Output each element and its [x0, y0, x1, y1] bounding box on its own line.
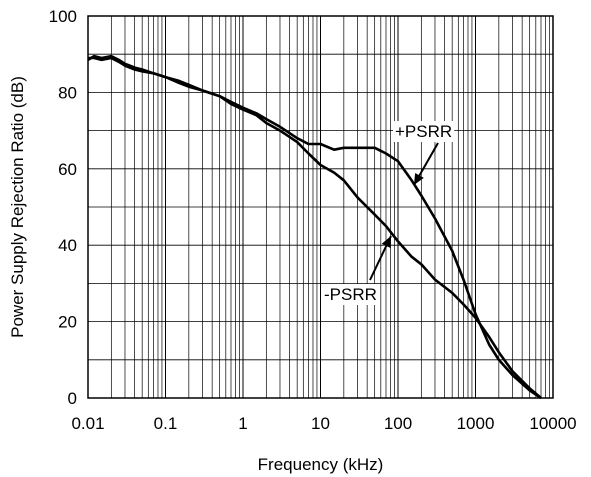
x-tick-label: 10000 [529, 414, 576, 433]
x-tick-label: 1 [238, 414, 247, 433]
y-tick-label: 60 [58, 160, 77, 179]
y-tick-label: 100 [49, 7, 77, 26]
annotation-label: -PSRR [324, 285, 377, 304]
y-tick-label: 0 [68, 389, 77, 408]
tick-labels: 0.01 0.1 1 10 100 1000 10000 0 20 40 60 80 100 [49, 7, 577, 433]
y-tick-label: 40 [58, 236, 77, 255]
x-axis-title: Frequency (kHz) [258, 455, 384, 474]
series-line-psrr [87, 54, 542, 400]
annotation-arrow-head [381, 236, 391, 249]
x-tick-label: 100 [384, 414, 412, 433]
x-tick-label: 1000 [457, 414, 495, 433]
plot-frame [87, 15, 554, 399]
x-tick-label: 0.1 [154, 414, 178, 433]
x-tick-label: 10 [311, 414, 330, 433]
y-axis-title: Power Supply Rejection Ratio (dB) [8, 76, 27, 338]
y-tick-label: 80 [58, 83, 77, 102]
annotation-label: +PSRR [395, 122, 452, 141]
annotation-arrow-head [414, 172, 424, 185]
annotation-background [322, 284, 379, 305]
grid [87, 16, 553, 398]
x-tick-label: 0.01 [71, 414, 104, 433]
series-line-psrr [88, 56, 542, 399]
y-tick-label: 20 [58, 313, 77, 332]
series-layer [87, 54, 542, 400]
annotation-background [393, 121, 455, 142]
annotations: +PSRR -PSRR [322, 121, 455, 305]
annotation: -PSRR [322, 235, 392, 305]
annotation: +PSRR [393, 121, 455, 186]
